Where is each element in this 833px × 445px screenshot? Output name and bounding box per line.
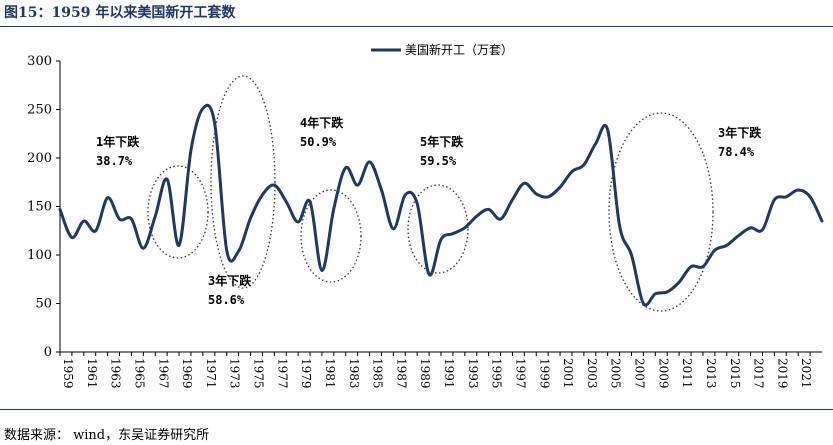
x-tick-label: 2019 [775,358,789,389]
y-tick-label: 100 [27,248,52,263]
x-tick-label: 1971 [204,358,218,389]
y-tick-label: 0 [44,345,52,360]
y-tick-label: 150 [27,200,52,215]
x-tick-label: 2017 [752,358,766,389]
annotation-decline-percent: 58.6% [208,293,245,307]
source-divider [0,409,833,410]
x-tick-label: 2005 [609,358,623,389]
chart-legend: 美国新开工（万套） [371,42,513,57]
annotation-decline-percent: 59.5% [420,154,457,168]
annotation-period-label: 3年下跌 [208,273,252,288]
x-tick-label: 2015 [728,358,742,389]
decline-period-ellipse [210,75,276,289]
annotation-decline-percent: 38.7% [96,154,133,168]
x-tick-label: 1985 [371,358,385,389]
x-tick-label: 1991 [442,358,456,389]
x-axis-ticks: 1959 1961 1963 1965 1967 1969 1971 1973 1975 1977… [59,352,813,389]
decline-period-ellipse [147,165,209,259]
x-tick-label: 1961 [85,358,99,389]
x-tick-label: 1959 [61,358,75,389]
x-tick-label: 1993 [466,358,480,389]
x-tick-label: 1963 [109,358,123,389]
series-line-housing-starts [58,103,824,307]
y-tick-label: 200 [27,151,52,166]
x-tick-label: 1969 [180,358,194,389]
annotation-period-label: 4年下跌 [300,115,344,130]
x-tick-label: 1967 [156,358,170,389]
annotation-period-label: 1年下跌 [96,134,140,149]
legend-label: 美国新开工（万套） [405,42,513,57]
x-tick-label: 1973 [228,358,242,389]
x-tick-label: 1997 [513,358,527,389]
decline-period-ellipse [608,112,714,312]
y-tick-label: 250 [27,103,52,118]
x-tick-label: 1983 [347,358,361,389]
decline-annotations: 1年下跌 38.7% 3年下跌 58.6% 4年下跌 50.9% 5年下跌 59.5% 3年下跌… [96,115,762,307]
data-source: 数据来源： wind，东吴证券研究所 [4,428,210,443]
x-tick-label: 1981 [323,358,337,389]
decline-period-ellipse [407,184,469,274]
x-tick-label: 2009 [656,358,670,389]
title-divider [0,26,833,27]
x-tick-label: 2007 [633,358,647,389]
y-tick-label: 50 [35,297,52,312]
chart-axes [59,61,822,353]
y-tick-label: 300 [27,54,52,69]
annotation-decline-percent: 50.9% [300,135,337,149]
x-tick-label: 1965 [132,358,146,389]
x-tick-label: 1989 [418,358,432,389]
x-tick-label: 2011 [680,358,694,389]
x-tick-label: 2003 [585,358,599,389]
annotation-period-label: 5年下跌 [420,134,464,149]
annotation-decline-percent: 78.4% [718,145,755,159]
x-tick-label: 1987 [394,358,408,389]
x-tick-label: 1979 [299,358,313,389]
x-tick-label: 2013 [704,358,718,389]
decline-period-ellipse [300,189,362,283]
annotation-period-label: 3年下跌 [718,125,762,140]
x-tick-label: 2021 [799,358,813,389]
x-tick-label: 1977 [275,358,289,389]
x-tick-label: 1995 [490,358,504,389]
x-tick-label: 2001 [561,358,575,389]
x-tick-label: 1999 [537,358,551,389]
figure-title: 图15：1959 年以来美国新开工套数 [4,5,236,21]
y-axis-ticks: 0 50 100 150 200 250 300 [27,54,60,360]
highlight-ellipses [147,75,714,312]
x-tick-label: 1975 [252,358,266,389]
